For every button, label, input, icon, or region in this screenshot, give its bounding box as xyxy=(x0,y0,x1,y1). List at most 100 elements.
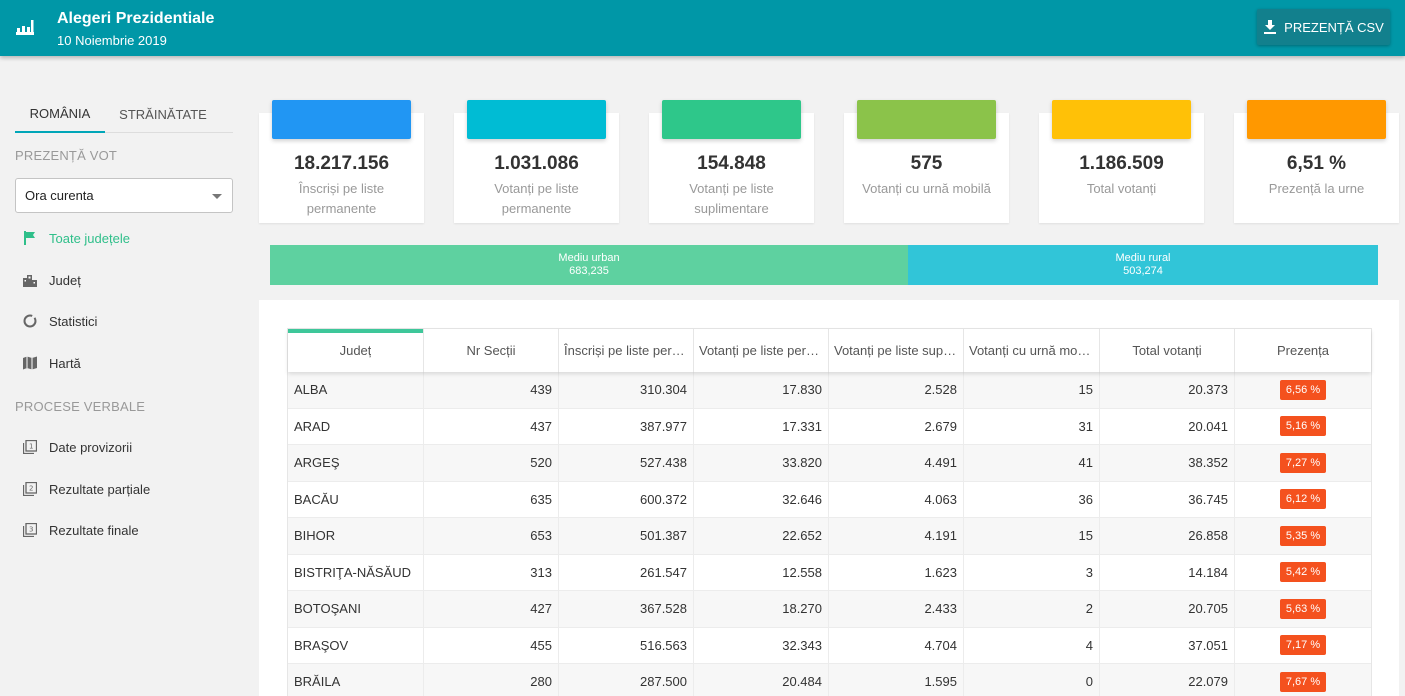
column-header-label: Votanți pe liste permanente xyxy=(699,343,823,358)
prezenta-badge: 5,42 % xyxy=(1280,562,1326,583)
table-cell: 18.270 xyxy=(694,591,829,627)
download-csv-button[interactable]: PREZENȚĂ CSV xyxy=(1257,9,1390,45)
table-row[interactable]: ALBA 439 310.304 17.830 2.528 15 20.373 6,56 % xyxy=(288,372,1371,409)
urban-segment: Mediu urban 683,235 xyxy=(270,245,908,285)
prezenta-badge: 5,63 % xyxy=(1280,598,1326,619)
table-row[interactable]: BACĂU 635 600.372 32.646 4.063 36 36.745 6,12 % xyxy=(288,481,1371,518)
table-cell: 261.547 xyxy=(559,554,694,590)
svg-text:3: 3 xyxy=(29,526,33,534)
table-cell: 36.745 xyxy=(1100,481,1235,517)
table-cell: 653 xyxy=(424,518,559,554)
nav-rezultate-finale[interactable]: 3 Rezultate finale xyxy=(23,520,139,540)
urban-label: Mediu urban xyxy=(558,252,620,264)
table-row[interactable]: ARGEŞ 520 527.438 33.820 4.491 41 38.352 7,27 % xyxy=(288,445,1371,482)
election-date: 10 Noiembrie 2019 xyxy=(57,33,167,48)
table-cell: 4.491 xyxy=(829,445,964,481)
column-header[interactable]: Înscriși pe liste permanente xyxy=(559,329,694,372)
vote-section-label: PREZENȚĂ VOT xyxy=(15,148,118,163)
prezenta-cell: 6,56 % xyxy=(1235,372,1371,408)
column-header[interactable]: Județ xyxy=(288,329,424,372)
table-cell: 2.528 xyxy=(829,372,964,408)
prezenta-badge: 5,35 % xyxy=(1280,525,1326,546)
table-cell: 387.977 xyxy=(559,408,694,444)
prezenta-badge: 7,67 % xyxy=(1280,671,1326,692)
table-cell: 439 xyxy=(424,372,559,408)
prezenta-badge: 6,12 % xyxy=(1280,489,1326,510)
column-header[interactable]: Votanți pe liste permanente xyxy=(694,329,829,372)
table-cell: 26.858 xyxy=(1100,518,1235,554)
table-cell: ARGEŞ xyxy=(288,445,424,481)
filter-1-icon: 1 xyxy=(23,440,37,454)
table-row[interactable]: ARAD 437 387.977 17.331 2.679 31 20.041 5,16 % xyxy=(288,408,1371,445)
nav-harta[interactable]: Hartă xyxy=(23,353,81,373)
svg-text:1: 1 xyxy=(29,443,33,451)
table-cell: BIHOR xyxy=(288,518,424,554)
table-cell: 32.646 xyxy=(694,481,829,517)
stat-label: Total votanți xyxy=(1086,181,1157,196)
rural-value: 503,274 xyxy=(1123,265,1163,277)
hour-select[interactable]: Ora curenta xyxy=(15,178,233,213)
table-cell: 22.079 xyxy=(1100,664,1235,696)
nav-statistici[interactable]: Statistici xyxy=(23,311,97,331)
column-header[interactable]: Nr Secții xyxy=(424,329,559,372)
table-row[interactable]: BRAŞOV 455 516.563 32.343 4.704 4 37.051 7,17 % xyxy=(288,627,1371,664)
table-cell: 33.820 xyxy=(694,445,829,481)
stat-label: Prezență la urne xyxy=(1268,181,1365,196)
nav-toate-judetele[interactable]: Toate județele xyxy=(23,228,130,248)
table-cell: 41 xyxy=(964,445,1100,481)
column-header[interactable]: Votanți cu urnă mobilă xyxy=(964,329,1100,372)
table-row[interactable]: BRĂILA 280 287.500 20.484 1.595 0 22.079 7,67 % xyxy=(288,664,1371,696)
bar-chart-icon xyxy=(16,20,34,35)
table-cell: 437 xyxy=(424,408,559,444)
nav-date-provizorii[interactable]: 1 Date provizorii xyxy=(23,437,132,457)
stat-card-color-bar xyxy=(1052,100,1191,139)
caret-down-icon xyxy=(212,194,222,199)
table-cell: 20.705 xyxy=(1100,591,1235,627)
nav-rezultate-partiale[interactable]: 2 Rezultate parțiale xyxy=(23,479,150,499)
nav-rezultate-finale-label: Rezultate finale xyxy=(49,522,139,538)
nav-date-provizorii-label: Date provizorii xyxy=(49,439,133,455)
nav-judet[interactable]: Județ xyxy=(23,270,81,290)
table-cell: BRĂILA xyxy=(288,664,424,696)
table-row[interactable]: BOTOŞANI 427 367.528 18.270 2.433 2 20.705 5,63… xyxy=(288,591,1371,628)
table-cell: 15 xyxy=(964,372,1100,408)
table-cell: 37.051 xyxy=(1100,627,1235,663)
donut-chart-icon xyxy=(23,314,37,328)
table-cell: 36 xyxy=(964,481,1100,517)
column-header-label: Înscriși pe liste permanente xyxy=(564,343,688,358)
stat-value: 1.186.509 xyxy=(1079,153,1164,174)
table-cell: BOTOŞANI xyxy=(288,591,424,627)
tab-romania[interactable]: ROMÂNIA xyxy=(15,95,105,133)
stat-card-prezenta: 6,51 % Prezență la urne xyxy=(1234,100,1399,223)
table-cell: BACĂU xyxy=(288,481,424,517)
city-icon xyxy=(23,275,37,287)
stat-card-votanti-permanente: 1.031.086 Votanți pe liste permanente xyxy=(454,100,619,223)
column-header[interactable]: Votanți pe liste suplimentare xyxy=(829,329,964,372)
table-body: ALBA 439 310.304 17.830 2.528 15 20.373 6,56 % A… xyxy=(288,372,1371,696)
column-header-label: Votanți cu urnă mobilă xyxy=(969,343,1094,358)
table-cell: 280 xyxy=(424,664,559,696)
table-cell: 20.041 xyxy=(1100,408,1235,444)
prezenta-cell: 5,35 % xyxy=(1235,518,1371,554)
column-header-label: Total votanți xyxy=(1132,343,1202,358)
rural-label: Mediu rural xyxy=(1115,252,1171,264)
prezenta-badge: 5,16 % xyxy=(1280,416,1326,437)
tab-strainatate[interactable]: STRĂINĂTATE xyxy=(119,106,207,122)
column-header[interactable]: Total votanți xyxy=(1100,329,1235,372)
table-row[interactable]: BIHOR 653 501.387 22.652 4.191 15 26.858 5,35 % xyxy=(288,518,1371,555)
prezenta-cell: 5,16 % xyxy=(1235,409,1371,445)
prezenta-cell: 5,42 % xyxy=(1235,555,1371,591)
table-cell: 287.500 xyxy=(559,664,694,696)
table-cell: 4.191 xyxy=(829,518,964,554)
filter-3-icon: 3 xyxy=(23,523,37,537)
column-header-label: Votanți pe liste suplimentare xyxy=(834,343,958,358)
table-cell: 14.184 xyxy=(1100,554,1235,590)
table-row[interactable]: BISTRIŢA-NĂSĂUD 313 261.547 12.558 1.623 3 14.… xyxy=(288,554,1371,591)
table-cell: 501.387 xyxy=(559,518,694,554)
column-header[interactable]: Prezența xyxy=(1235,329,1371,372)
table-cell: 0 xyxy=(964,664,1100,696)
table-cell: 635 xyxy=(424,481,559,517)
nav-harta-label: Hartă xyxy=(49,355,81,371)
stat-card-votanti-suplimentare: 154.848 Votanți pe liste suplimentare xyxy=(649,100,814,223)
stat-card-urna-mobila: 575 Votanți cu urnă mobilă xyxy=(844,100,1009,223)
